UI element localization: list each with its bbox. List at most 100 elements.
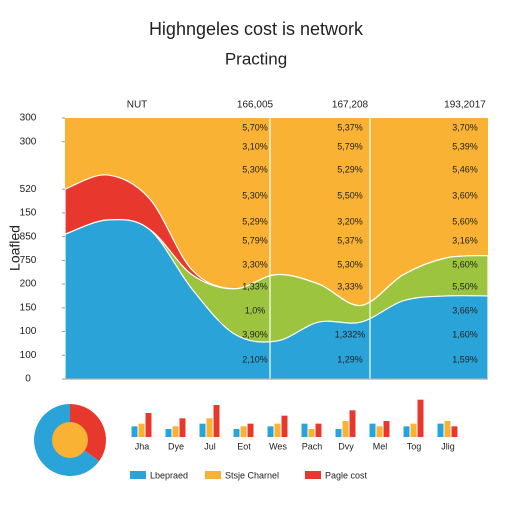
pie-slice bbox=[70, 404, 107, 462]
y-tick-label: 150 bbox=[20, 302, 37, 313]
bar bbox=[233, 429, 240, 437]
cell-label: 5,50% bbox=[337, 190, 363, 200]
cell-label: 5,79% bbox=[242, 235, 268, 245]
legend-label: Stsje Charnel bbox=[225, 470, 279, 480]
area-chart bbox=[64, 118, 489, 380]
bar bbox=[315, 423, 322, 437]
cell-label: 3,16% bbox=[452, 235, 478, 245]
x-tick-label: Eot bbox=[237, 441, 251, 451]
column-header: 193,2017 bbox=[444, 100, 486, 111]
cell-label: 5,29% bbox=[242, 216, 268, 226]
cell-label: 5,60% bbox=[452, 216, 478, 226]
bar bbox=[369, 423, 376, 437]
cell-label: 1,0% bbox=[245, 305, 266, 315]
bar bbox=[274, 423, 281, 437]
y-tick-label: 100 bbox=[20, 326, 37, 337]
bar bbox=[451, 426, 458, 437]
cell-label: 3,90% bbox=[242, 329, 268, 339]
bar bbox=[417, 399, 424, 437]
cell-label: 3,70% bbox=[452, 122, 478, 132]
bar bbox=[267, 426, 274, 437]
x-tick-label: Dvy bbox=[338, 441, 354, 451]
area bbox=[64, 218, 489, 380]
bar bbox=[281, 415, 288, 437]
x-tick-label: Tog bbox=[407, 441, 422, 451]
cell-label: 5,29% bbox=[337, 164, 363, 174]
bar bbox=[240, 426, 247, 437]
chart-title: Highngeles cost is network bbox=[149, 19, 364, 39]
y-tick-label: 300 bbox=[20, 136, 37, 147]
bar bbox=[437, 423, 444, 437]
bar bbox=[301, 423, 308, 437]
cell-label: 2,10% bbox=[242, 354, 268, 364]
x-tick-label: Dye bbox=[168, 441, 184, 451]
y-tick-label: 100 bbox=[20, 350, 37, 361]
cell-label: 5,30% bbox=[242, 164, 268, 174]
bar bbox=[410, 423, 417, 437]
bar bbox=[383, 421, 390, 437]
bar bbox=[206, 418, 213, 437]
column-header: 167,208 bbox=[332, 100, 369, 111]
overlay: 0 100 100 150 200 750 850 150 520 300 300 NUT 166,00… bbox=[20, 100, 488, 385]
cell-label: 1,33% bbox=[242, 281, 268, 291]
bar bbox=[403, 426, 410, 437]
bar bbox=[349, 410, 356, 437]
y-tick-label: 750 bbox=[20, 255, 37, 266]
cell-label: 3,66% bbox=[452, 305, 478, 315]
cell-label: 3,10% bbox=[242, 141, 268, 151]
y-axis-label: Loafled bbox=[7, 225, 23, 271]
cell-label: 3,20% bbox=[337, 216, 363, 226]
bar bbox=[247, 423, 254, 437]
cell-label: 5,79% bbox=[337, 141, 363, 151]
legend-swatch bbox=[305, 471, 321, 479]
cell-label: 3,60% bbox=[452, 190, 478, 200]
cell-label: 5,70% bbox=[242, 122, 268, 132]
y-tick-label: 520 bbox=[20, 184, 37, 195]
cell-label: 1,59% bbox=[452, 354, 478, 364]
legend-label: Lbepraed bbox=[150, 470, 188, 480]
bar bbox=[308, 429, 315, 437]
y-tick-label: 200 bbox=[20, 279, 37, 290]
bar bbox=[335, 429, 342, 437]
legend-swatch bbox=[205, 471, 221, 479]
cell-label: 5,30% bbox=[337, 259, 363, 269]
cell-label: 5,37% bbox=[337, 235, 363, 245]
bar bbox=[172, 426, 179, 437]
cell-label: 1,332% bbox=[335, 329, 366, 339]
chart-subtitle: Practing bbox=[225, 49, 287, 68]
cell-label: 5,37% bbox=[337, 122, 363, 132]
x-tick-label: Mel bbox=[373, 441, 388, 451]
cell-label: 5,30% bbox=[242, 190, 268, 200]
column-header: NUT bbox=[127, 100, 148, 111]
cell-label: 1,29% bbox=[337, 354, 363, 364]
x-tick-label: Wes bbox=[269, 441, 287, 451]
bar bbox=[131, 426, 138, 437]
x-tick-label: Jha bbox=[135, 441, 150, 451]
column-header: 166,005 bbox=[237, 100, 274, 111]
bar bbox=[342, 421, 349, 437]
bar bbox=[165, 429, 172, 437]
bar bbox=[145, 413, 152, 437]
y-tick-label: 150 bbox=[20, 208, 37, 219]
bar bbox=[376, 426, 383, 437]
cell-label: 5,50% bbox=[452, 281, 478, 291]
bar bbox=[213, 405, 220, 437]
legend-swatch bbox=[130, 471, 146, 479]
y-tick-label: 0 bbox=[25, 374, 31, 385]
y-tick-label: 300 bbox=[20, 113, 37, 124]
cell-label: 3,30% bbox=[242, 259, 268, 269]
x-tick-label: Jlig bbox=[441, 441, 455, 451]
cell-label: 5,46% bbox=[452, 164, 478, 174]
cell-label: 5,39% bbox=[452, 141, 478, 151]
legend-label: Pagle cost bbox=[325, 470, 368, 480]
bar bbox=[199, 423, 206, 437]
x-tick-label: Jul bbox=[204, 441, 216, 451]
cell-label: 3,33% bbox=[337, 281, 363, 291]
cell-label: 5,60% bbox=[452, 259, 478, 269]
cell-label: 1,60% bbox=[452, 329, 478, 339]
y-tick-label: 850 bbox=[20, 231, 37, 242]
bar bbox=[138, 423, 145, 437]
bar bbox=[444, 421, 451, 437]
pie-center bbox=[52, 422, 88, 458]
